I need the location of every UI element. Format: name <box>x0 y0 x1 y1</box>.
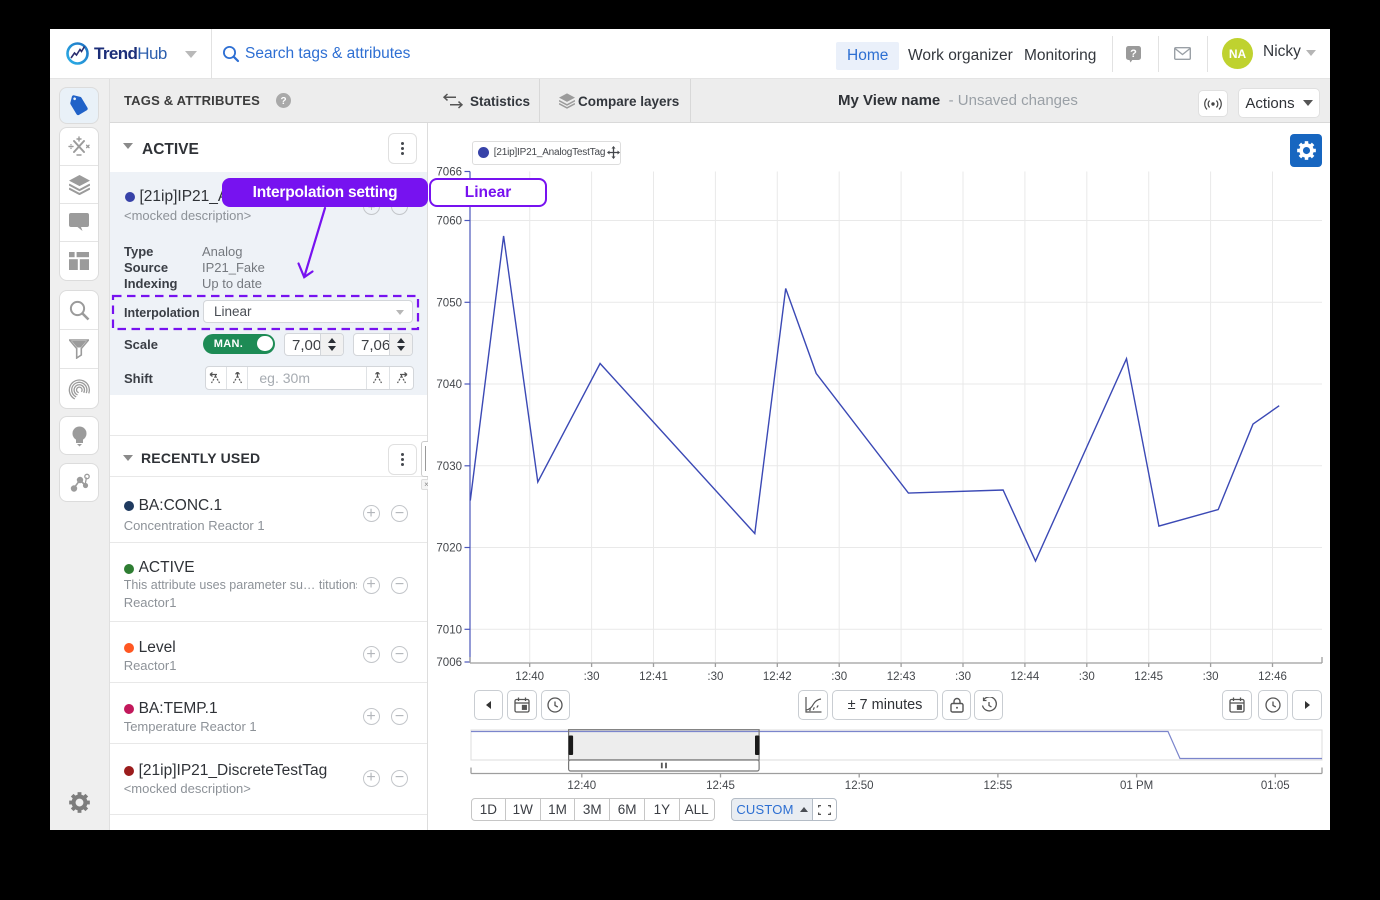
svg-text:01 PM: 01 PM <box>1120 780 1153 792</box>
svg-text::30: :30 <box>1079 671 1095 683</box>
svg-text::30: :30 <box>1203 671 1219 683</box>
svg-text:?: ? <box>1130 48 1137 60</box>
svg-text:7006: 7006 <box>436 657 462 669</box>
svg-text::30: :30 <box>707 671 723 683</box>
svg-text::30: :30 <box>955 671 971 683</box>
svg-text:12:43: 12:43 <box>887 671 916 683</box>
svg-text:7066: 7066 <box>436 167 462 179</box>
svg-text:7020: 7020 <box>436 543 462 555</box>
svg-text:12:44: 12:44 <box>1011 671 1040 683</box>
svg-text::30: :30 <box>584 671 600 683</box>
svg-text:12:55: 12:55 <box>984 780 1013 792</box>
svg-text:12:45: 12:45 <box>1134 671 1163 683</box>
svg-text:12:40: 12:40 <box>567 780 596 792</box>
svg-text:?: ? <box>280 96 286 107</box>
svg-text:7030: 7030 <box>436 461 462 473</box>
svg-text:12:50: 12:50 <box>845 780 874 792</box>
svg-text:12:41: 12:41 <box>639 671 668 683</box>
svg-text:12:46: 12:46 <box>1258 671 1287 683</box>
svg-text:01:05: 01:05 <box>1261 780 1290 792</box>
svg-text:7060: 7060 <box>436 216 462 228</box>
svg-text:7040: 7040 <box>436 379 462 391</box>
svg-text::30: :30 <box>831 671 847 683</box>
svg-text:12:45: 12:45 <box>706 780 735 792</box>
svg-text:7050: 7050 <box>436 297 462 309</box>
svg-text:7010: 7010 <box>436 624 462 636</box>
svg-text:12:40: 12:40 <box>515 671 544 683</box>
svg-text:12:42: 12:42 <box>763 671 792 683</box>
